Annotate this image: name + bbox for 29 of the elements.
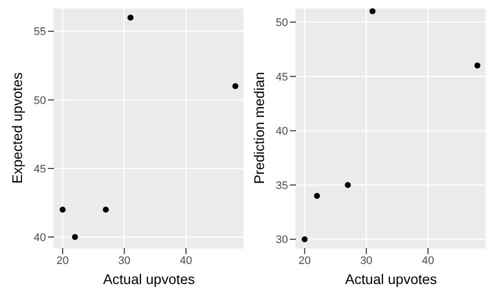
x-tick-label: 40 [422,254,434,267]
y-tick-label: 30 [276,234,288,246]
point [369,8,376,14]
x-tick-label: 20 [298,254,311,267]
point [474,62,480,69]
point [127,14,134,21]
point [344,182,351,188]
point [72,234,78,240]
y-axis-title: Expected upvotes [9,72,25,184]
y-tick-label: 40 [276,126,288,138]
point [232,83,238,90]
point [314,192,320,199]
y-tick-label: 55 [34,26,46,38]
point [302,236,308,242]
point [102,206,109,213]
y-tick-label: 45 [34,163,46,176]
x-tick-label: 20 [56,254,69,267]
point [60,206,66,213]
y-tick-label: 35 [276,180,288,192]
x-tick-label: 40 [180,254,192,267]
x-tick-label: 30 [118,254,130,267]
y-tick-label: 50 [276,17,288,30]
y-tick-label: 50 [34,94,46,107]
x-axis-title: Actual upvotes [345,271,437,287]
y-tick-label: 40 [34,232,46,244]
y-axis-title: Prediction median [251,72,267,184]
x-axis-title: Actual upvotes [103,271,195,287]
y-tick-label: 45 [276,71,288,84]
x-tick-label: 30 [360,254,372,267]
